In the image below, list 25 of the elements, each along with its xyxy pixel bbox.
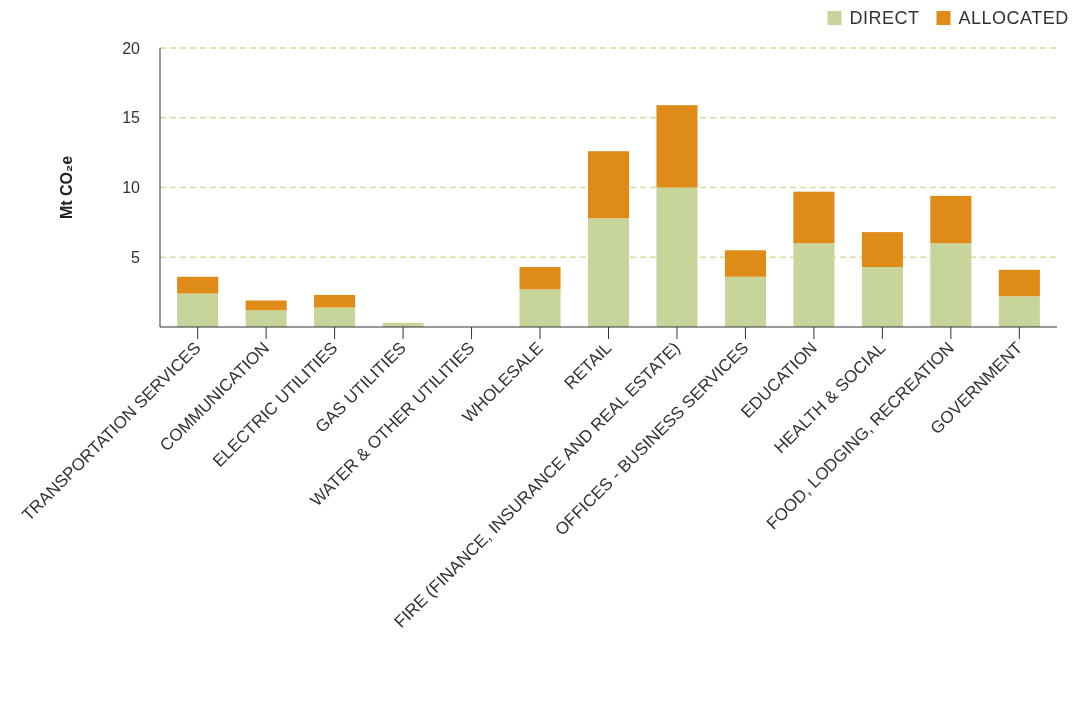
bar (587, 151, 630, 219)
bar (724, 250, 766, 277)
bar (998, 296, 1040, 327)
y-tick-label: 10 (122, 179, 141, 197)
legend-label: DIRECT (849, 8, 920, 29)
bar (177, 276, 219, 294)
y-tick-label: 5 (131, 248, 141, 266)
bar (930, 195, 972, 244)
bar (245, 310, 287, 327)
y-tick-label: 15 (122, 109, 141, 127)
bar (314, 294, 356, 308)
legend-label: ALLOCATED (958, 8, 1069, 29)
bar (861, 267, 903, 327)
bar (314, 307, 356, 327)
y-axis-title: Mt CO₂e (58, 155, 75, 220)
bar (793, 191, 835, 244)
bar (519, 267, 561, 290)
bar (519, 289, 561, 327)
bar (177, 293, 219, 327)
bar (998, 269, 1040, 297)
bar (724, 276, 766, 327)
bar (245, 300, 287, 311)
y-tick-label: 20 (122, 39, 141, 57)
bar (861, 232, 903, 268)
bar (656, 105, 698, 188)
